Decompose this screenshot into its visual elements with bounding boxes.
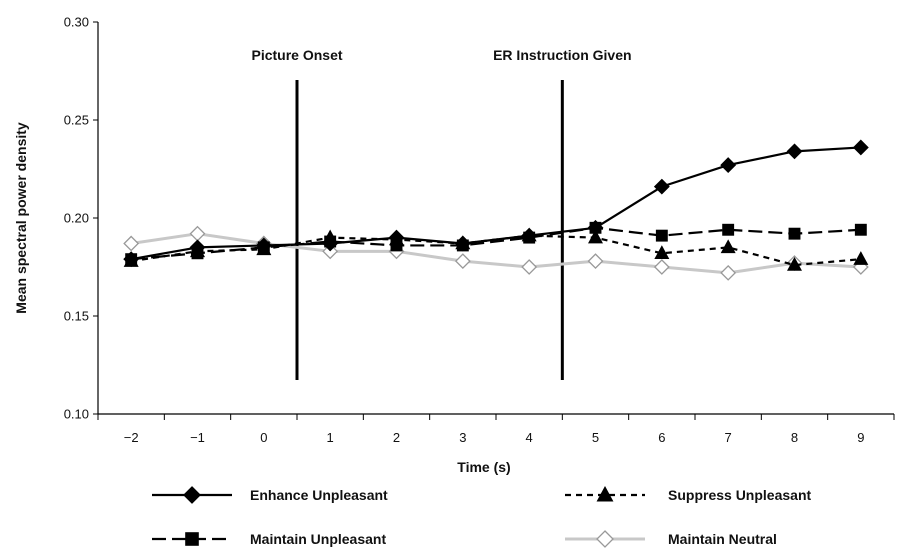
data-point xyxy=(654,245,670,260)
legend: Enhance Unpleasant Suppress Unpleasant Mai… xyxy=(152,485,811,548)
x-tick-label: 8 xyxy=(791,430,798,445)
data-point xyxy=(588,229,603,244)
data-point xyxy=(852,139,869,156)
data-point xyxy=(653,178,670,195)
x-tick-label: 1 xyxy=(327,430,334,445)
event-annotations: Picture Onset ER Instruction Given xyxy=(251,47,632,380)
legend-item: Enhance Unpleasant xyxy=(152,486,388,504)
y-tick-label: 0.25 xyxy=(64,113,89,128)
legend-item: Maintain Unpleasant xyxy=(152,531,386,547)
data-point xyxy=(521,259,538,275)
data-series xyxy=(123,139,869,281)
legend-item: Maintain Neutral xyxy=(565,530,777,548)
data-point xyxy=(388,229,405,246)
y-axis-title: Mean spectral power density xyxy=(13,122,29,314)
y-tick-label: 0.15 xyxy=(64,309,89,324)
data-point xyxy=(853,251,869,265)
data-point xyxy=(189,225,206,242)
data-point xyxy=(454,253,471,270)
series-line xyxy=(131,226,861,261)
data-point xyxy=(788,227,801,240)
legend-label: Maintain Unpleasant xyxy=(250,531,386,547)
data-point xyxy=(720,264,737,281)
data-point xyxy=(521,227,538,244)
x-tick-label: −1 xyxy=(190,430,205,445)
x-axis-title: Time (s) xyxy=(457,459,510,475)
data-point xyxy=(722,223,735,236)
series-line xyxy=(130,232,861,275)
series-line xyxy=(130,146,861,261)
legend-item: Suppress Unpleasant xyxy=(565,485,811,503)
data-point xyxy=(720,157,737,173)
data-point xyxy=(189,239,206,256)
x-tick-label: 6 xyxy=(658,430,665,445)
data-point xyxy=(183,486,201,504)
series-maintain-neutral xyxy=(123,225,869,281)
data-point xyxy=(123,251,140,268)
legend-label: Enhance Unpleasant xyxy=(250,487,388,503)
x-tick-label: 4 xyxy=(526,430,533,445)
series-maintain-unpleasant xyxy=(125,221,867,266)
data-point xyxy=(255,237,272,254)
series-enhance-unpleasant xyxy=(123,139,869,268)
legend-label: Suppress Unpleasant xyxy=(668,487,811,503)
data-point xyxy=(587,253,604,270)
data-point xyxy=(454,235,471,252)
data-point xyxy=(786,143,803,160)
y-tick-label: 0.20 xyxy=(64,211,89,226)
x-tick-label: 9 xyxy=(857,430,864,445)
data-point xyxy=(787,256,802,271)
data-point xyxy=(854,223,867,236)
data-point xyxy=(655,229,668,242)
x-tick-label: 3 xyxy=(459,430,466,445)
x-tick-label: 5 xyxy=(592,430,599,445)
event-label: Picture Onset xyxy=(251,47,342,63)
data-point xyxy=(596,485,614,502)
data-point xyxy=(596,530,614,548)
data-point xyxy=(123,235,140,252)
data-point xyxy=(322,235,339,252)
data-point xyxy=(720,239,736,254)
x-tick-label: −2 xyxy=(124,430,139,445)
y-tick-label: 0.10 xyxy=(64,407,89,422)
data-point xyxy=(587,219,604,236)
y-tick-label: 0.30 xyxy=(64,15,89,30)
data-point xyxy=(653,259,670,275)
axes: 0.10 0.15 0.20 0.25 0.30 −2 −1 0 1 2 3 4 5 6 7 8 9 Time (… xyxy=(13,15,895,475)
legend-label: Maintain Neutral xyxy=(668,531,777,547)
x-tick-label: 2 xyxy=(393,430,400,445)
x-tick-label: 7 xyxy=(725,430,732,445)
data-point xyxy=(185,532,199,546)
x-tick-label: 0 xyxy=(260,430,267,445)
event-label: ER Instruction Given xyxy=(493,47,631,63)
